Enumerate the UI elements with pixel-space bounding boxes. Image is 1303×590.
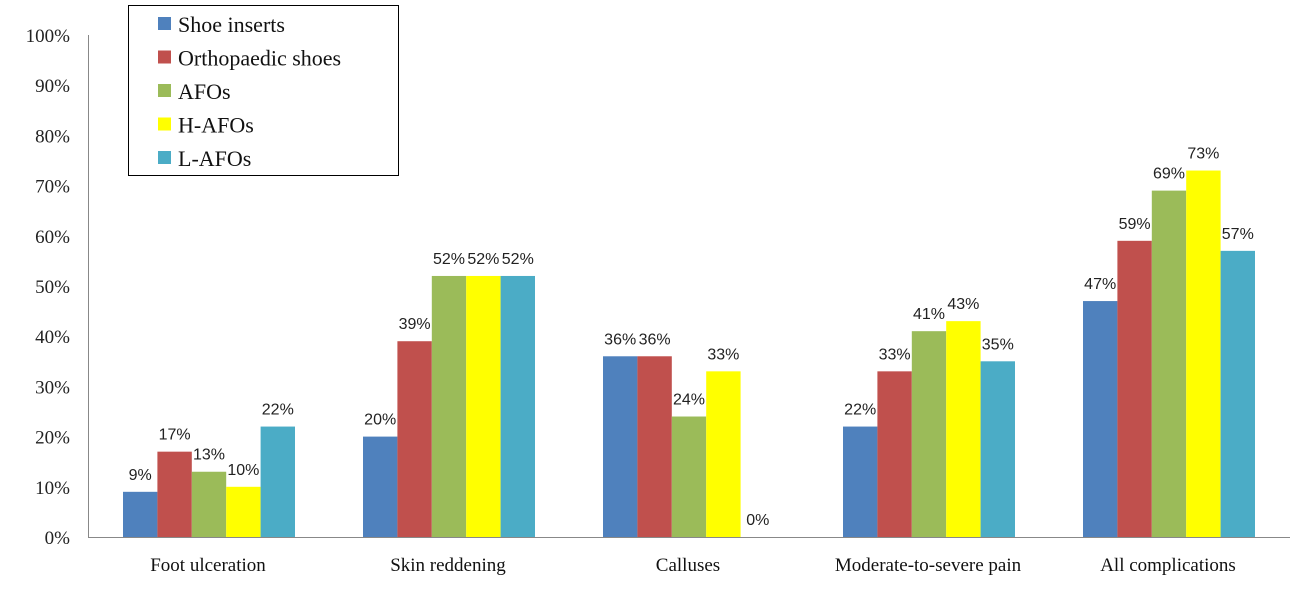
data-label: 0% [746,512,769,529]
data-label: 24% [673,392,705,409]
y-tick-label: 0% [45,528,71,549]
bar [1117,240,1152,537]
x-tick-label: All complications [1100,555,1236,576]
legend-label: Shoe inserts [178,12,285,37]
data-label: 52% [433,251,465,268]
bar [980,361,1015,537]
legend-swatch [158,151,171,164]
data-label: 17% [159,427,191,444]
y-tick-label: 50% [35,277,70,298]
y-tick-label: 90% [35,76,70,97]
bar [1186,170,1221,538]
data-label: 57% [1222,226,1254,243]
x-tick-label: Moderate-to-severe pain [835,555,1022,576]
y-tick-label: 40% [35,327,70,348]
y-tick-label: 30% [35,377,70,398]
bar [226,486,261,537]
legend-box [128,5,399,176]
data-label: 59% [1119,216,1151,233]
bar [191,471,227,537]
data-labels: 9%17%13%10%22%20%39%52% 52% 52%36% 36%24%33… [129,146,1254,529]
bar [260,426,295,537]
y-axis-ticks: 0% 10% 20% 30% 40% 50% 60% 70% 80% 90% 100% [26,26,71,549]
y-tick-label: 80% [35,126,70,147]
bar [637,356,672,537]
x-tick-label: Foot ulceration [150,555,266,576]
legend-label: H-AFOs [178,113,254,138]
data-label: 69% [1153,166,1185,183]
data-label: 10% [227,462,259,479]
bar [877,371,912,537]
data-label: 33% [879,346,911,363]
x-tick-label: Skin reddening [390,555,506,576]
data-label: 22% [262,402,294,419]
y-tick-label: 10% [35,478,70,499]
legend-swatch [158,17,171,30]
data-label: 35% [982,336,1014,353]
y-tick-label: 20% [35,428,70,449]
y-tick-label: 60% [35,227,70,248]
data-label: 33% [707,346,739,363]
data-label: 36% [639,331,671,348]
bar [603,356,638,537]
data-label: 20% [364,412,396,429]
bar [466,275,501,537]
y-tick-label: 70% [35,177,70,198]
y-tick-label: 100% [26,26,71,47]
data-label: 22% [844,402,876,419]
legend-swatch [158,50,171,64]
legend-swatch [158,117,171,131]
legend: Shoe inserts Orthopaedic shoes AFOs H-AFOs L… [128,5,399,176]
legend-label: Orthopaedic shoes [178,46,341,71]
legend-swatch [158,84,171,97]
data-label: 52% [467,251,499,268]
bar [1083,301,1118,537]
bar [157,451,192,537]
data-label: 47% [1084,276,1116,293]
data-label: 9% [129,467,152,484]
legend-label: L-AFOs [178,146,251,171]
bar [363,436,398,537]
x-tick-label: Calluses [656,555,720,576]
data-label: 41% [913,306,945,323]
bar [706,371,741,537]
bar [671,416,707,537]
x-axis-labels: Foot ulceration Skin reddening Calluses Mod… [150,555,1236,576]
legend-label: AFOs [178,79,231,104]
data-label: 36% [604,331,636,348]
data-label: 52% [502,251,534,268]
bar [843,426,878,537]
bar [946,321,981,537]
data-label: 43% [947,296,979,313]
bar [123,491,158,537]
bar [500,275,535,537]
bar [431,275,467,537]
bar [397,341,432,537]
data-label: 39% [399,316,431,333]
bar [911,331,947,537]
data-label: 13% [193,447,225,464]
data-label: 73% [1187,146,1219,163]
bar [1220,250,1255,538]
bar [1151,190,1187,537]
bars [123,170,1255,538]
